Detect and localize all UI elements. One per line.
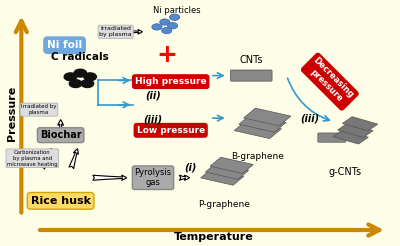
Text: High pressure: High pressure: [135, 77, 206, 86]
Text: Temperature: Temperature: [174, 232, 254, 242]
Polygon shape: [205, 163, 248, 179]
Text: Biochar: Biochar: [40, 130, 82, 140]
Text: +: +: [156, 43, 177, 67]
Text: B-graphene: B-graphene: [231, 152, 284, 161]
Circle shape: [69, 80, 82, 88]
Polygon shape: [333, 130, 368, 144]
Text: Rice husk: Rice husk: [31, 196, 91, 206]
Circle shape: [152, 24, 162, 30]
Text: Irradiated by
plasma: Irradiated by plasma: [21, 104, 57, 115]
Circle shape: [168, 23, 178, 29]
Polygon shape: [210, 157, 253, 173]
Circle shape: [81, 80, 94, 88]
Text: Decreasing
pressure: Decreasing pressure: [304, 56, 356, 107]
Text: Irradiated
by plasma: Irradiated by plasma: [99, 26, 132, 37]
Text: (iii): (iii): [144, 114, 162, 124]
Text: (i): (i): [184, 163, 196, 173]
Polygon shape: [338, 123, 373, 138]
FancyBboxPatch shape: [230, 70, 272, 81]
Circle shape: [74, 69, 86, 77]
Text: (ii): (ii): [145, 90, 161, 100]
Text: g-CNTs: g-CNTs: [329, 167, 362, 177]
Text: (iii): (iii): [301, 113, 320, 123]
Circle shape: [64, 73, 77, 81]
Polygon shape: [239, 114, 286, 132]
Polygon shape: [234, 121, 282, 138]
Circle shape: [160, 19, 170, 25]
Circle shape: [84, 73, 96, 81]
Text: C radicals: C radicals: [52, 52, 109, 62]
Text: Carbonization
by plasma and
microwave heating: Carbonization by plasma and microwave he…: [7, 150, 58, 167]
Polygon shape: [342, 117, 378, 131]
Text: Pressure: Pressure: [6, 86, 16, 141]
Text: CNTs: CNTs: [240, 55, 263, 65]
Circle shape: [162, 27, 172, 34]
Text: Low pressure: Low pressure: [136, 126, 205, 135]
Text: Ni particles: Ni particles: [153, 6, 200, 15]
Text: Ni foil: Ni foil: [47, 40, 82, 50]
FancyBboxPatch shape: [318, 133, 346, 142]
Polygon shape: [200, 169, 244, 185]
Text: P-graphene: P-graphene: [198, 200, 250, 209]
Polygon shape: [244, 108, 291, 126]
Circle shape: [170, 14, 180, 20]
Text: Pyrolysis
gas: Pyrolysis gas: [134, 168, 172, 187]
